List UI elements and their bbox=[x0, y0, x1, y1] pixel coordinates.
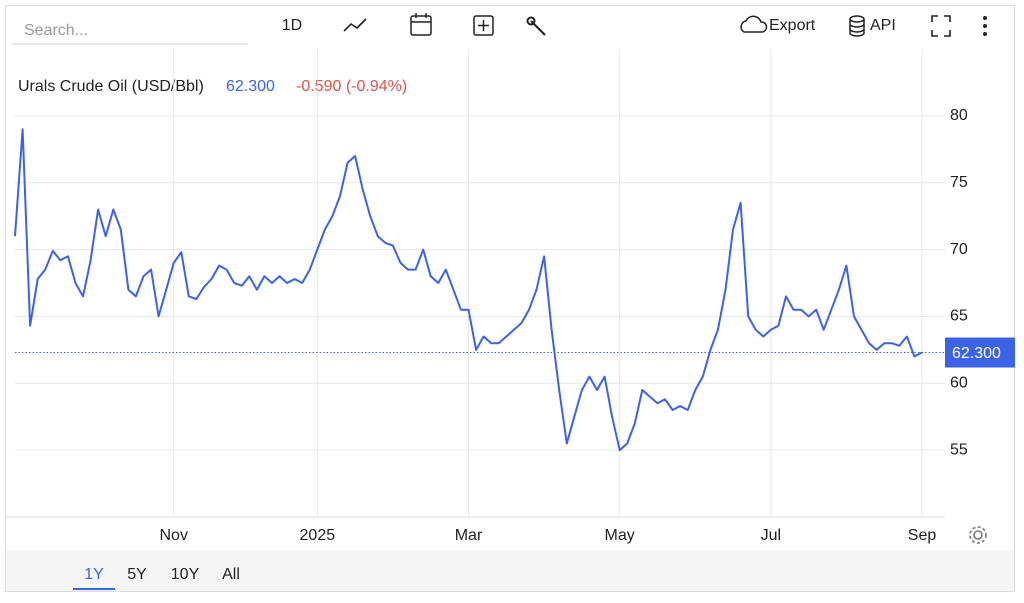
y-tick-label: 65 bbox=[950, 308, 968, 325]
range-button[interactable]: All bbox=[222, 566, 240, 583]
settings-wrench-icon[interactable] bbox=[526, 16, 546, 36]
x-tick-label: Mar bbox=[455, 527, 483, 544]
calendar-icon[interactable] bbox=[410, 13, 432, 36]
range-button[interactable]: 10Y bbox=[171, 566, 200, 583]
y-tick-label: 80 bbox=[950, 107, 968, 124]
range-button[interactable]: 1Y bbox=[84, 566, 104, 583]
y-tick-label: 70 bbox=[950, 241, 968, 258]
y-tick-label: 75 bbox=[950, 174, 968, 191]
cloud-icon bbox=[740, 15, 768, 33]
api-button[interactable]: API bbox=[849, 15, 896, 37]
x-tick-label: May bbox=[605, 527, 635, 544]
range-button[interactable]: 5Y bbox=[127, 566, 147, 583]
chart-title: Urals Crude Oil (USD/Bbl) bbox=[18, 78, 204, 95]
x-tick-label: Sep bbox=[908, 527, 937, 544]
export-label: Export bbox=[769, 17, 816, 34]
more-menu-icon[interactable] bbox=[983, 16, 987, 36]
range-buttons: 1Y 5Y 10Y All bbox=[73, 566, 240, 590]
database-icon bbox=[849, 15, 865, 37]
interval-button[interactable]: 1D bbox=[282, 17, 302, 34]
chart-type-icon[interactable] bbox=[343, 18, 367, 32]
fullscreen-icon[interactable] bbox=[931, 15, 951, 37]
y-tick-label: 60 bbox=[950, 375, 968, 392]
last-price-tag bbox=[945, 337, 1015, 368]
price-change: -0.590 (-0.94%) bbox=[296, 78, 407, 95]
y-tick-label: 55 bbox=[950, 441, 968, 458]
api-label: API bbox=[870, 17, 896, 34]
search-box[interactable]: Search... bbox=[12, 22, 248, 45]
x-tick-label: Nov bbox=[159, 527, 187, 544]
last-price: 62.300 bbox=[226, 78, 275, 95]
compare-icon[interactable] bbox=[473, 15, 494, 36]
x-tick-label: Jul bbox=[761, 527, 781, 544]
price-line bbox=[14, 128, 923, 452]
export-button[interactable]: Export bbox=[740, 15, 816, 34]
last-price-tag-label: 62.300 bbox=[952, 345, 1001, 362]
plot-area: 55 60 65 70 75 80 Nov 2025 Mar May Jul Sep 62.300 bbox=[6, 49, 1015, 544]
axis-settings-icon[interactable] bbox=[969, 526, 987, 544]
x-tick-label: 2025 bbox=[300, 527, 336, 544]
search-placeholder: Search... bbox=[24, 22, 88, 39]
range-bar bbox=[6, 550, 1014, 591]
